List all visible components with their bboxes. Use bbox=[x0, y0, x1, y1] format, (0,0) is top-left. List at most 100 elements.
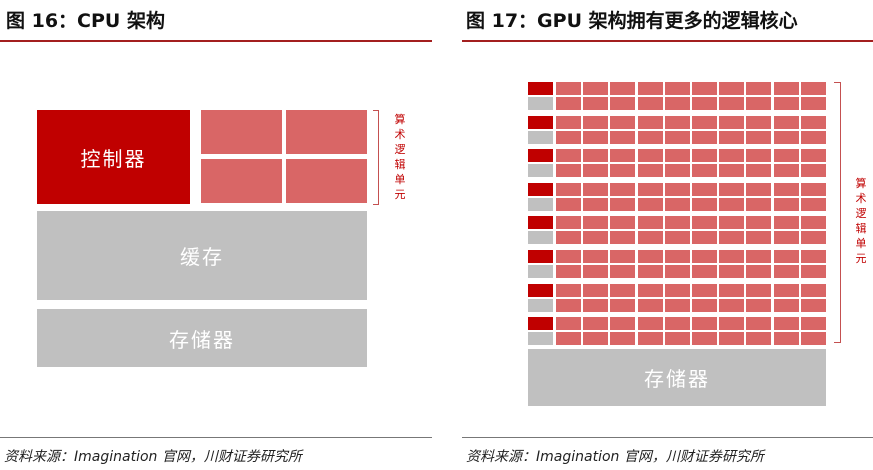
gpu-alu-cell bbox=[719, 130, 745, 144]
gpu-alu-cell bbox=[610, 197, 636, 211]
gpu-alu-cell bbox=[583, 197, 609, 211]
gpu-alu-cell bbox=[610, 250, 636, 263]
cpu-cache: 缓存 bbox=[37, 211, 367, 300]
gpu-alu-cell bbox=[637, 283, 663, 297]
gpu-control-cell bbox=[528, 182, 553, 196]
gpu-alu-cell bbox=[637, 97, 663, 110]
gpu-alu-cell bbox=[556, 82, 581, 95]
gpu-alu-cell bbox=[610, 164, 636, 178]
gpu-alu-cell bbox=[800, 197, 826, 211]
gpu-alu-cell bbox=[610, 317, 636, 331]
gpu-alu-cell bbox=[719, 317, 745, 331]
gpu-alu-cell bbox=[719, 115, 745, 129]
gpu-alu-cell bbox=[719, 265, 745, 278]
gpu-control-cell bbox=[528, 149, 553, 163]
gpu-alu-cell bbox=[800, 317, 826, 331]
gpu-alu-cell bbox=[773, 197, 799, 211]
gpu-alu-cell bbox=[637, 231, 663, 245]
gpu-alu-cell bbox=[692, 164, 717, 178]
gpu-alu-cell bbox=[637, 298, 663, 312]
gpu-alu-cell bbox=[800, 298, 826, 312]
gpu-alu-cell bbox=[773, 283, 799, 297]
cpu-alu-cell bbox=[286, 159, 367, 203]
gpu-alu-cell bbox=[583, 82, 609, 95]
gpu-alu-cell bbox=[556, 332, 581, 346]
gpu-alu-cell bbox=[773, 97, 799, 110]
gpu-alu-cell bbox=[692, 250, 717, 263]
gpu-alu-cell bbox=[637, 149, 663, 163]
gpu-alu-cell bbox=[664, 265, 690, 278]
gpu-alu-cell bbox=[692, 265, 717, 278]
gpu-alu-cell bbox=[664, 197, 690, 211]
gpu-alu-cell bbox=[746, 130, 772, 144]
gpu-alu-cell bbox=[800, 231, 826, 245]
gpu-alu-cell bbox=[637, 332, 663, 346]
gpu-control-cell bbox=[528, 82, 553, 95]
gpu-alu-cell bbox=[556, 130, 581, 144]
gpu-alu-cell bbox=[800, 182, 826, 196]
gpu-cache-cell bbox=[528, 231, 553, 245]
gpu-alu-cell bbox=[664, 130, 690, 144]
gpu-alu-cell bbox=[556, 97, 581, 110]
gpu-alu-cell bbox=[746, 283, 772, 297]
gpu-alu-cell bbox=[556, 216, 581, 230]
gpu-alu-cell bbox=[692, 149, 717, 163]
gpu-alu-cell bbox=[664, 298, 690, 312]
gpu-title-rule bbox=[462, 40, 873, 42]
gpu-storage-label: 存储器 bbox=[644, 367, 710, 391]
gpu-alu-cell bbox=[556, 283, 581, 297]
gpu-alu-cell bbox=[773, 115, 799, 129]
gpu-alu-cell bbox=[800, 149, 826, 163]
gpu-alu-cell bbox=[610, 216, 636, 230]
gpu-control-cell bbox=[528, 250, 553, 263]
gpu-alu-cell bbox=[556, 197, 581, 211]
gpu-cache-cell bbox=[528, 332, 553, 346]
gpu-alu-label: 算术逻辑单元 bbox=[855, 177, 867, 265]
gpu-alu-cell bbox=[610, 182, 636, 196]
gpu-alu-cell bbox=[556, 182, 581, 196]
gpu-alu-cell bbox=[800, 283, 826, 297]
gpu-alu-cell bbox=[664, 115, 690, 129]
gpu-alu-cell bbox=[746, 298, 772, 312]
gpu-alu-cell bbox=[746, 265, 772, 278]
gpu-alu-cell bbox=[583, 149, 609, 163]
gpu-alu-cell bbox=[664, 97, 690, 110]
gpu-alu-cell bbox=[556, 231, 581, 245]
gpu-alu-cell bbox=[583, 97, 609, 110]
gpu-alu-cell bbox=[556, 317, 581, 331]
gpu-alu-cell bbox=[719, 332, 745, 346]
gpu-alu-cell bbox=[556, 164, 581, 178]
gpu-alu-cell bbox=[746, 332, 772, 346]
gpu-alu-cell bbox=[664, 216, 690, 230]
gpu-alu-cell bbox=[583, 115, 609, 129]
gpu-alu-cell bbox=[719, 182, 745, 196]
gpu-alu-bracket bbox=[834, 82, 841, 343]
gpu-control-cell bbox=[528, 216, 553, 230]
cpu-control-unit: 控制器 bbox=[37, 110, 190, 204]
gpu-figure-title: 图 17：GPU 架构拥有更多的逻辑核心 bbox=[466, 10, 798, 32]
gpu-alu-cell bbox=[692, 332, 717, 346]
gpu-alu-cell bbox=[746, 182, 772, 196]
gpu-alu-cell bbox=[746, 82, 772, 95]
gpu-alu-cell bbox=[583, 317, 609, 331]
gpu-alu-cell bbox=[610, 283, 636, 297]
gpu-alu-cell bbox=[664, 164, 690, 178]
gpu-alu-cell bbox=[637, 250, 663, 263]
cpu-alu-label: 算术逻辑单元 bbox=[394, 113, 406, 201]
gpu-alu-cell bbox=[692, 182, 717, 196]
gpu-cache-cell bbox=[528, 97, 553, 110]
gpu-alu-cell bbox=[664, 149, 690, 163]
gpu-control-cell bbox=[528, 317, 553, 331]
gpu-alu-cell bbox=[800, 82, 826, 95]
gpu-alu-cell bbox=[773, 164, 799, 178]
gpu-alu-cell bbox=[692, 130, 717, 144]
gpu-alu-cell bbox=[773, 216, 799, 230]
cpu-storage: 存储器 bbox=[37, 309, 367, 367]
gpu-alu-cell bbox=[800, 164, 826, 178]
gpu-alu-cell bbox=[664, 317, 690, 331]
gpu-alu-cell bbox=[746, 231, 772, 245]
cpu-storage-label: 存储器 bbox=[169, 327, 235, 352]
gpu-alu-cell bbox=[746, 164, 772, 178]
gpu-alu-cell bbox=[664, 250, 690, 263]
gpu-alu-cell bbox=[773, 298, 799, 312]
